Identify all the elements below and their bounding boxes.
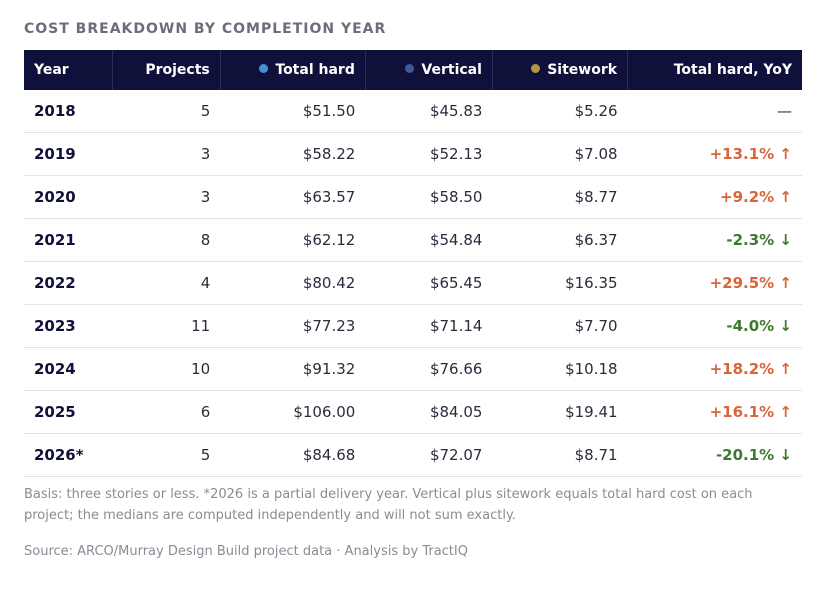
value-cell: $76.66 <box>365 347 493 391</box>
value-cell: 4 <box>112 261 221 305</box>
value-cell: $54.84 <box>365 218 493 262</box>
value-cell: $5.26 <box>492 90 628 133</box>
value-cell: 11 <box>112 304 221 348</box>
value-cell: $19.41 <box>492 390 628 434</box>
value-cell: -4.0% ↓ <box>627 304 802 348</box>
column-label: Year <box>34 62 69 78</box>
value-cell: 8 <box>112 218 221 262</box>
year-cell: 2022 <box>24 261 113 305</box>
value-cell: +16.1% ↑ <box>627 390 802 434</box>
legend-dot <box>405 64 415 73</box>
table-row: 2025 6 $106.00 $84.05 $19.41 +16.1% ↑ <box>24 390 802 434</box>
column-label: Total hard, YoY <box>673 62 792 78</box>
table-row: 2024 10 $91.32 $76.66 $10.18 +18.2% ↑ <box>24 347 802 391</box>
header-row: Year Projects Total hard Vertical Sitework To… <box>24 50 802 90</box>
year-cell: 2025 <box>24 390 113 434</box>
cost-table: Year Projects Total hard Vertical Sitework To… <box>24 50 802 477</box>
value-cell: +9.2% ↑ <box>627 175 802 219</box>
value-cell: +29.5% ↑ <box>627 261 802 305</box>
value-cell: $8.71 <box>492 433 628 477</box>
value-cell: $91.32 <box>220 347 366 391</box>
table-row: 2022 4 $80.42 $65.45 $16.35 +29.5% ↑ <box>24 261 802 305</box>
value-cell: $84.05 <box>365 390 493 434</box>
column-header: Total hard, YoY <box>627 50 802 90</box>
year-cell: 2023 <box>24 304 113 348</box>
value-cell: 5 <box>112 433 221 477</box>
table-row: 2019 3 $58.22 $52.13 $7.08 +13.1% ↑ <box>24 132 802 176</box>
value-cell: $84.68 <box>220 433 366 477</box>
table-row: 2021 8 $62.12 $54.84 $6.37 -2.3% ↓ <box>24 218 802 262</box>
value-cell: 6 <box>112 390 221 434</box>
value-cell: $7.70 <box>492 304 628 348</box>
value-cell: $80.42 <box>220 261 366 305</box>
value-cell: $6.37 <box>492 218 628 262</box>
value-cell: 3 <box>112 132 221 176</box>
value-cell: +18.2% ↑ <box>627 347 802 391</box>
value-cell: -20.1% ↓ <box>627 433 802 477</box>
value-cell: $77.23 <box>220 304 366 348</box>
footnote: Basis: three stories or less. *2026 is a… <box>24 487 753 523</box>
column-label: Projects <box>145 62 210 78</box>
value-cell: $72.07 <box>365 433 493 477</box>
legend-dot <box>259 64 269 73</box>
source-note: Source: ARCO/Murray Design Build project… <box>24 544 468 559</box>
column-label: Vertical <box>421 62 482 78</box>
value-cell: — <box>627 90 802 133</box>
value-cell: $106.00 <box>220 390 366 434</box>
value-cell: $63.57 <box>220 175 366 219</box>
column-label: Sitework <box>547 62 618 78</box>
column-header: Total hard <box>220 50 366 90</box>
year-cell: 2026* <box>24 433 113 477</box>
table-row: 2026* 5 $84.68 $72.07 $8.71 -20.1% ↓ <box>24 433 802 477</box>
value-cell: $51.50 <box>220 90 366 133</box>
value-cell: 3 <box>112 175 221 219</box>
value-cell: -2.3% ↓ <box>627 218 802 262</box>
value-cell: $8.77 <box>492 175 628 219</box>
value-cell: 5 <box>112 90 221 133</box>
value-cell: $62.12 <box>220 218 366 262</box>
column-header: Sitework <box>492 50 629 90</box>
value-cell: $16.35 <box>492 261 628 305</box>
legend-dot <box>531 64 541 73</box>
column-header: Year <box>24 50 114 90</box>
table-row: 2020 3 $63.57 $58.50 $8.77 +9.2% ↑ <box>24 175 802 219</box>
table-row: 2023 11 $77.23 $71.14 $7.70 -4.0% ↓ <box>24 304 802 348</box>
table-title: COST BREAKDOWN BY COMPLETION YEAR <box>24 21 387 37</box>
year-cell: 2020 <box>24 175 113 219</box>
value-cell: $7.08 <box>492 132 628 176</box>
table-row: 2018 5 $51.50 $45.83 $5.26— <box>24 90 802 133</box>
value-cell: $65.45 <box>365 261 493 305</box>
value-cell: $58.50 <box>365 175 493 219</box>
column-header: Vertical <box>365 50 493 90</box>
year-cell: 2021 <box>24 218 113 262</box>
value-cell: +13.1% ↑ <box>627 132 802 176</box>
year-cell: 2019 <box>24 132 113 176</box>
value-cell: $58.22 <box>220 132 366 176</box>
value-cell: $52.13 <box>365 132 493 176</box>
value-cell: $10.18 <box>492 347 628 391</box>
value-cell: $71.14 <box>365 304 493 348</box>
value-cell: 10 <box>112 347 221 391</box>
year-cell: 2024 <box>24 347 113 391</box>
year-cell: 2018 <box>24 90 113 133</box>
column-label: Total hard <box>275 62 355 78</box>
value-cell: $45.83 <box>365 90 493 133</box>
column-header: Projects <box>112 50 221 90</box>
table-body: 2018 5 $51.50 $45.83 $5.26—2019 3 $58.22 $52.13… <box>24 90 802 477</box>
